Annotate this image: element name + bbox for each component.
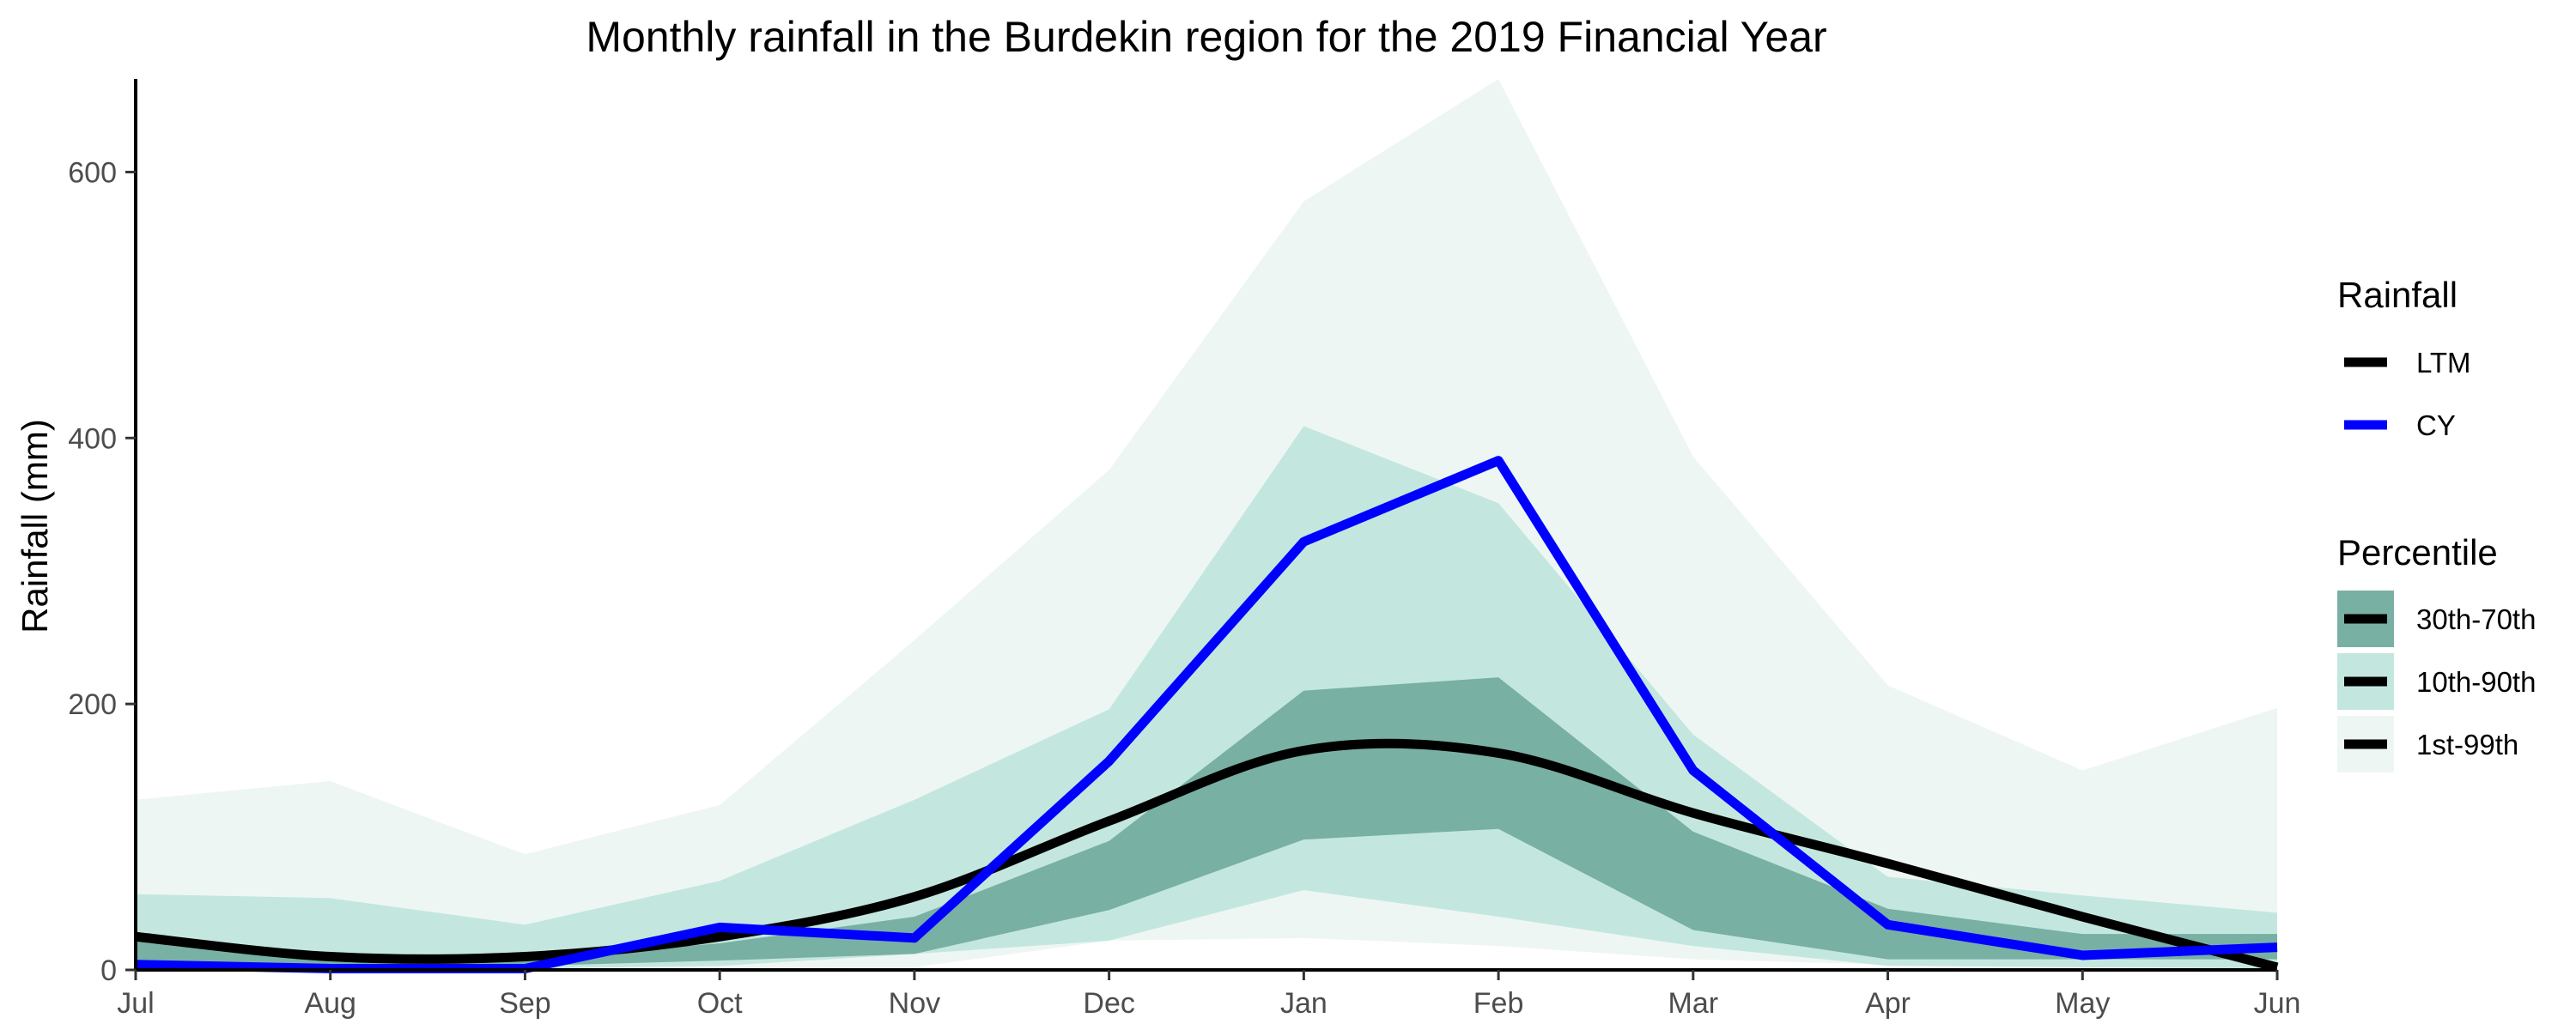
x-tick-label-mar: Mar [1668,987,1719,1020]
x-tick-label-jan: Jan [1280,987,1327,1020]
x-tick-label-dec: Dec [1083,987,1134,1020]
y-tick-label-400: 400 [68,422,117,455]
axes: 0 200 400 600 Jul Aug Sep Oct Nov Dec Jan Feb Mar Apr… [68,79,2300,1020]
band-10th-90th [136,426,2277,969]
x-tick-label-feb: Feb [1473,987,1524,1020]
legend-label-30th-70th: 30th-70th [2416,603,2536,635]
y-tick-label-200: 200 [68,688,117,721]
x-tick-label-jul: Jul [117,987,154,1020]
series-line-ltm [135,738,2279,972]
y-axis-title: Rainfall (mm) [15,419,55,633]
legend-label-ltm: LTM [2416,347,2471,379]
legend-label-1st-99th: 1st-99th [2416,729,2518,760]
x-tick-label-jun: Jun [2254,987,2301,1020]
x-tick-label-may: May [2055,987,2110,1020]
legend: Rainfall LTM CY Percentile 30th-70th 10th-90t… [2337,275,2536,772]
x-tick-label-sep: Sep [499,987,551,1020]
x-tick-label-nov: Nov [889,987,940,1020]
legend-title-rainfall: Rainfall [2337,275,2458,315]
band-30th-70th [136,677,2277,966]
x-tick-label-aug: Aug [304,987,356,1020]
x-tick-label-apr: Apr [1865,987,1911,1020]
x-tick-label-oct: Oct [697,987,743,1020]
y-tick-label-600: 600 [68,156,117,189]
legend-label-cy: CY [2416,409,2456,441]
percentile-bands [136,79,2277,970]
legend-title-percentile: Percentile [2337,532,2498,573]
legend-label-10th-90th: 10th-90th [2416,666,2536,698]
y-tick-label-0: 0 [100,954,117,987]
band-1st-99th [136,79,2277,970]
chart-title: Monthly rainfall in the Burdekin region … [586,13,1826,61]
